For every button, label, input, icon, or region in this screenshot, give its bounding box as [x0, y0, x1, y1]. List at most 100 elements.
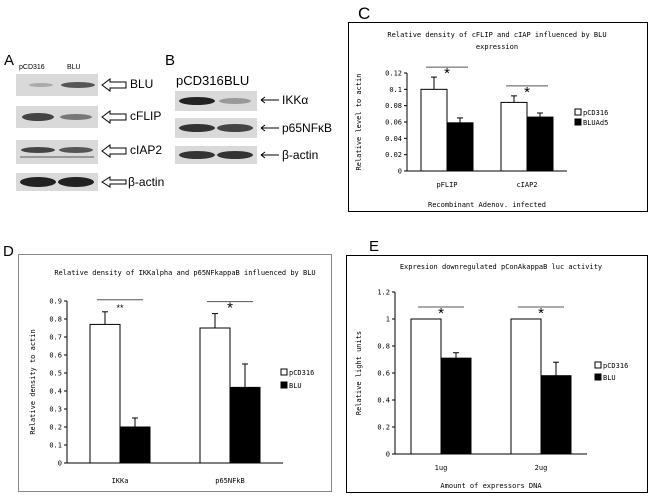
blot-label-cflip: cFLIP [130, 109, 162, 123]
chart-c-bar-bluad5-0 [446, 122, 474, 172]
chart-e-bar-pcd316-0 [410, 318, 442, 455]
blot-ikka [175, 91, 257, 111]
chart-e-sig-marker: * [538, 305, 544, 322]
chart-c-ytick-label: 0.1 [389, 86, 402, 94]
chart-d-sig-marker: ** [116, 303, 124, 313]
blot-label-ikka: IKKα [282, 93, 309, 107]
panel-a-lane-pcd316: pCD316 [19, 64, 45, 71]
chart-d-ytick-label: 0.1 [49, 442, 62, 450]
blot-label-blu: BLU [130, 77, 154, 91]
chart-d-ytick-label: 0.6 [49, 352, 62, 360]
panel-a-letter: A [4, 52, 15, 69]
chart-e-legend-swatch [594, 361, 602, 369]
chart-c-sig-marker: * [524, 84, 530, 101]
chart-d-sig-marker: * [227, 300, 233, 317]
chart-e-ytick-label: 1 [386, 316, 390, 324]
chart-c-title: Relative density of cFLIP and cIAP influ… [387, 31, 606, 39]
chart-e: Expresion downregulated pConAkappaB luc … [355, 263, 628, 490]
chart-d-legend-swatch [280, 381, 288, 389]
chart-d-bar-pcd316-1 [199, 327, 231, 464]
blot-blu [16, 74, 98, 96]
chart-d-ytick-label: 0 [58, 460, 62, 468]
chart-c-ytick-label: 0.06 [385, 119, 402, 127]
chart-c-title-line2: expression [476, 43, 518, 51]
chart-c-category-label: cIAP2 [516, 181, 537, 189]
chart-c-ylabel: Relative level to actin [355, 74, 363, 171]
chart-d: Relative density of IKKalpha and p65NFka… [29, 269, 316, 485]
chart-c: Relative density of cFLIP and cIAP influ… [355, 31, 608, 209]
blot-p65 [175, 118, 257, 138]
chart-c-frame: Relative density of cFLIP and cIAP influ… [348, 22, 648, 212]
chart-d-legend-swatch [280, 368, 288, 376]
chart-e-legend-swatch [594, 373, 602, 381]
chart-d-ytick-label: 0.7 [49, 334, 62, 342]
chart-c-bar-bluad5-1 [526, 116, 554, 172]
chart-e-ylabel: Relative light units [355, 331, 363, 415]
chart-e-category-label: 2ug [535, 464, 548, 472]
chart-e-bar-pcd316-1 [510, 318, 542, 455]
chart-e-legend-label: BLU [603, 374, 616, 382]
panel-b-lane-blu: BLU [224, 73, 250, 88]
chart-e-sig-marker: * [438, 305, 444, 322]
chart-c-ytick-label: 0.02 [385, 151, 402, 159]
chart-d-frame: Relative density of IKKalpha and p65NFka… [18, 254, 332, 492]
panel-b-lane-pcd316: pCD316 [176, 73, 224, 88]
chart-d-legend-label: BLU [289, 382, 302, 390]
blot-label-ciap2: cIAP2 [130, 143, 163, 157]
chart-e-ytick-label: 0.8 [377, 343, 390, 351]
panel-a-arrows [101, 78, 127, 188]
chart-d-legend-label: pCD316 [289, 369, 314, 377]
chart-e-ytick-label: 0 [386, 451, 390, 459]
chart-e-bar-blu-0 [440, 357, 472, 455]
panel-b-arrows [260, 96, 279, 159]
chart-e-ytick-label: 0.6 [377, 370, 390, 378]
chart-d-category-label: p65NFkB [215, 477, 245, 485]
chart-e-frame: Expresion downregulated pConAkappaB luc … [346, 255, 648, 493]
chart-d-ytick-label: 0.3 [49, 406, 62, 414]
chart-e-category-label: 1ug [435, 464, 448, 472]
chart-c-legend-label: pCD316 [583, 109, 608, 117]
chart-e-xlabel: Amount of expressors DNA [440, 482, 542, 490]
chart-c-legend-swatch [574, 108, 582, 116]
blot-cflip [16, 106, 98, 128]
panel-c-letter: C [358, 4, 371, 23]
blot-actin-a [16, 173, 98, 191]
chart-e-legend-label: pCD316 [603, 362, 628, 370]
chart-e-bar-blu-1 [540, 375, 572, 455]
blot-actin-b [175, 146, 257, 164]
chart-e-ytick-label: 1.2 [377, 289, 390, 297]
chart-c-xlabel: Recombinant Adenov. infected [428, 201, 546, 209]
chart-d-ylabel: Relative density to actin [29, 329, 37, 434]
chart-c-ytick-label: 0 [398, 168, 402, 176]
panel-a-lane-blu: BLU [67, 64, 81, 71]
chart-d-bar-blu-0 [119, 426, 151, 464]
chart-c-category-label: pFLIP [436, 181, 457, 189]
chart-c-ytick-label: 0.04 [385, 135, 402, 143]
chart-d-ytick-label: 0.5 [49, 370, 62, 378]
blot-label-actin-b: β-actin [282, 148, 319, 162]
chart-c-bar-pcd316-0 [420, 88, 448, 172]
chart-d-ytick-label: 0.9 [49, 298, 62, 306]
chart-c-bar-pcd316-1 [500, 101, 528, 172]
chart-c-ytick-label: 0.12 [385, 70, 402, 78]
chart-e-ytick-label: 0.4 [377, 397, 390, 405]
blot-ciap2 [16, 140, 98, 164]
chart-c-legend-label: BLUAd5 [583, 119, 608, 127]
chart-e-ytick-label: 0.2 [377, 424, 390, 432]
chart-d-ytick-label: 0.4 [49, 388, 62, 396]
chart-d-bar-pcd316-0 [89, 323, 121, 464]
chart-d-ytick-label: 0.8 [49, 316, 62, 324]
chart-d-title: Relative density of IKKalpha and p65NFka… [54, 269, 315, 277]
chart-c-legend-swatch [574, 118, 582, 126]
panel-e-letter: E [369, 238, 380, 255]
panel-d-letter: D [3, 243, 14, 260]
panel-b-letter: B [165, 52, 176, 69]
chart-d-category-label: IKKa [112, 477, 129, 485]
chart-d-bar-blu-1 [229, 386, 261, 464]
chart-c-sig-marker: * [444, 65, 450, 82]
chart-c-ytick-label: 0.08 [385, 102, 402, 110]
blot-label-actin-a: β-actin [128, 175, 165, 189]
chart-e-title: Expresion downregulated pConAkappaB luc … [400, 263, 602, 271]
blot-label-p65: p65NFκB [282, 121, 333, 135]
chart-d-ytick-label: 0.2 [49, 424, 62, 432]
